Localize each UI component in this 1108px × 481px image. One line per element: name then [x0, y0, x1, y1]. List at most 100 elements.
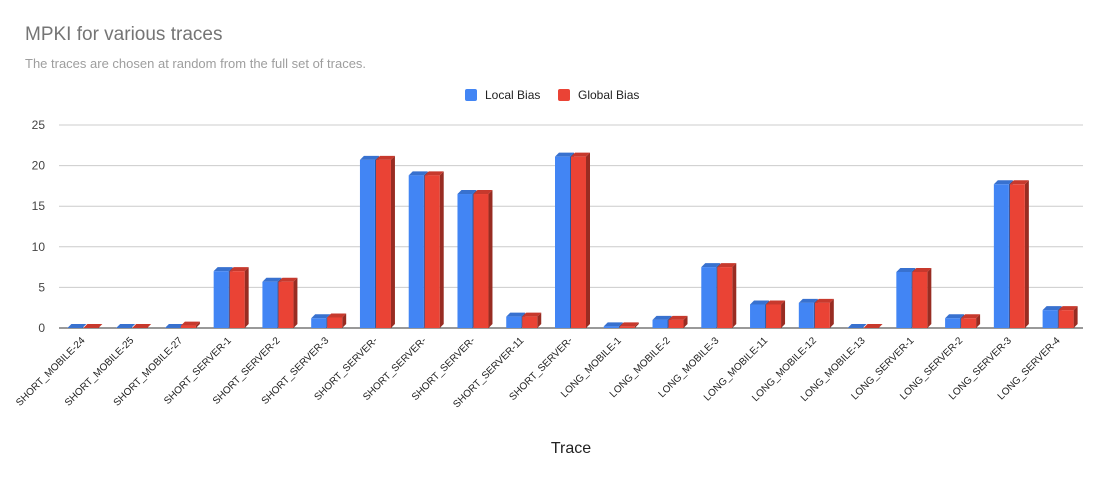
legend-swatch-global-bias: [558, 89, 570, 101]
x-axis-ticks: SHORT_MOBILE-24SHORT_MOBILE-25SHORT_MOBI…: [14, 335, 1063, 410]
bar-top: [180, 321, 200, 326]
bar-side: [683, 315, 688, 328]
bar-front: [327, 317, 343, 328]
bar-top: [132, 324, 152, 328]
bar-front: [603, 326, 619, 328]
bar-top: [424, 171, 444, 176]
y-tick-label: 20: [32, 159, 46, 173]
bar-global-bias-short-server-11: [522, 312, 542, 328]
y-tick-label: 0: [38, 321, 45, 335]
bar-front: [457, 194, 473, 328]
bar-global-bias-short-server-2: [278, 277, 298, 328]
bar-top: [701, 263, 721, 268]
bar-side: [1024, 180, 1029, 328]
bar-side: [927, 267, 932, 328]
y-tick-label: 10: [32, 240, 46, 254]
bar-top: [229, 267, 249, 272]
x-axis-title: Trace: [551, 440, 591, 457]
bar-side: [439, 171, 444, 328]
bar-top: [213, 267, 233, 272]
bar-front: [798, 302, 814, 328]
bar-front: [652, 319, 668, 328]
bar-top: [473, 190, 493, 195]
bars: [67, 152, 1078, 328]
bar-front: [912, 271, 928, 328]
bar-front: [473, 194, 489, 328]
bar-top: [83, 324, 103, 328]
bar-front: [522, 316, 538, 328]
bar-top: [863, 324, 883, 328]
bar-global-bias-long-mobile-13: [863, 324, 883, 328]
bar-global-bias-short-mobile-27: [180, 321, 200, 328]
y-axis-ticks: 0 5 10 15 20 25: [32, 118, 46, 335]
bar-global-bias-long-mobile-1: [619, 322, 639, 328]
bar-top: [993, 180, 1013, 185]
bar-front: [229, 271, 245, 328]
bar-global-bias-short-server: [424, 171, 444, 328]
bar-local-bias-short-mobile-27: [164, 324, 184, 328]
legend: Local Bias Global Bias: [465, 88, 639, 102]
bar-front: [961, 318, 977, 328]
bar-top: [750, 300, 770, 305]
bar-top: [619, 322, 639, 327]
bar-top: [847, 324, 867, 328]
bar-global-bias-long-server-1: [912, 267, 932, 328]
bar-side: [1073, 306, 1078, 328]
bar-global-bias-short-mobile-24: [83, 324, 103, 328]
bar-front: [750, 304, 766, 328]
bar-top: [603, 322, 623, 327]
bar-top: [457, 190, 477, 195]
bar-side: [976, 314, 981, 328]
chart-subtitle: The traces are chosen at random from the…: [25, 56, 367, 71]
bar-global-bias-short-mobile-25: [132, 324, 152, 328]
bar-side: [390, 155, 395, 328]
bar-front: [180, 325, 196, 328]
bar-top: [278, 277, 298, 282]
bar-front: [814, 302, 830, 328]
bar-global-bias-short-server: [473, 190, 493, 328]
bar-front: [311, 318, 327, 328]
y-tick-label: 25: [32, 118, 46, 132]
bar-top: [375, 155, 395, 160]
bar-top: [1042, 306, 1062, 311]
bar-top: [1009, 180, 1029, 185]
bar-local-bias-short-mobile-25: [116, 324, 136, 328]
bar-local-bias-long-mobile-13: [847, 324, 867, 328]
bar-front: [701, 267, 717, 328]
bar-front: [359, 159, 375, 328]
bar-global-bias-long-server-3: [1009, 180, 1029, 328]
bar-front: [571, 156, 586, 328]
bar-top: [766, 300, 786, 305]
bar-front: [375, 159, 391, 328]
bar-global-bias-long-mobile-3: [717, 263, 737, 328]
bar-front: [555, 156, 570, 328]
bar-front: [668, 319, 684, 328]
bar-top: [311, 314, 331, 319]
bar-top: [522, 312, 542, 317]
bar-side: [732, 263, 737, 328]
bar-side: [829, 298, 834, 328]
bar-top: [896, 267, 916, 272]
legend-label-global-bias: Global Bias: [578, 88, 639, 102]
bar-side: [342, 313, 347, 328]
bar-top: [408, 171, 428, 176]
legend-label-local-bias: Local Bias: [485, 88, 540, 102]
bar-global-bias-long-server-4: [1058, 306, 1078, 328]
bar-side: [488, 190, 493, 328]
bar-side: [195, 321, 200, 328]
bar-front: [619, 326, 635, 328]
bar-top: [262, 277, 282, 282]
bar-global-bias-short-server-1: [229, 267, 249, 328]
bar-front: [945, 318, 961, 328]
bar-local-bias-short-mobile-24: [67, 324, 87, 328]
bar-top: [506, 312, 526, 317]
bar-global-bias-long-server-2: [961, 314, 981, 328]
bar-front: [408, 175, 424, 328]
bar-front: [1042, 310, 1058, 328]
bar-global-bias-short-server-3: [327, 313, 347, 328]
bar-top: [116, 324, 136, 328]
bar-front: [424, 175, 440, 328]
bar-top: [798, 298, 818, 303]
bar-front: [1058, 310, 1074, 328]
